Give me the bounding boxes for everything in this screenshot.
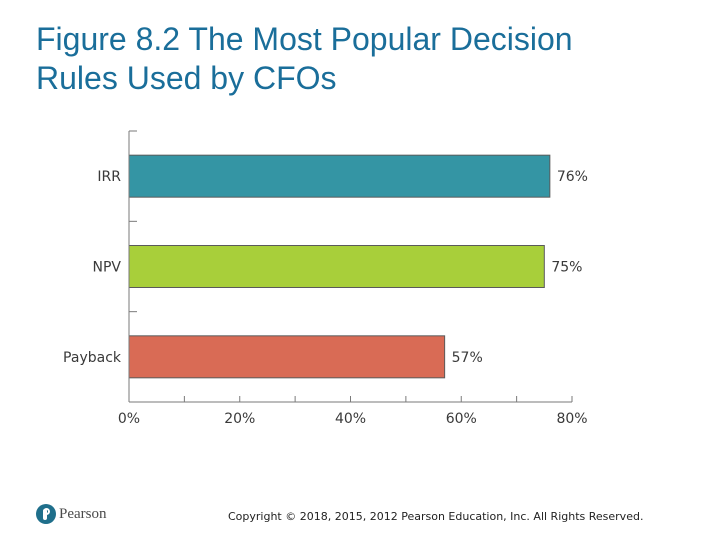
bar-npv [128, 245, 545, 288]
value-label-npv: 75% [551, 260, 582, 276]
x-tick-label: 20% [224, 411, 255, 427]
x-tick-label: 60% [446, 411, 477, 427]
axes-layer: IRR 76% NPV 75% Payback 57% 0% 20% 40% 60% 80% [63, 130, 588, 427]
category-label-irr: IRR [97, 169, 121, 185]
pearson-logo-text: Pearson [59, 505, 107, 522]
pearson-logo: Pearson [36, 502, 107, 526]
slide-title: Figure 8.2 The Most Popular Decision Rul… [36, 20, 696, 98]
x-tick-label: 40% [335, 411, 366, 427]
x-tick-label: 0% [118, 411, 140, 427]
slide-title-line-2: Rules Used by CFOs [36, 60, 337, 96]
bar-payback [128, 335, 446, 379]
copyright-notice: Copyright © 2018, 2015, 2012 Pearson Edu… [228, 510, 644, 523]
x-tick-label: 80% [556, 411, 587, 427]
category-label-payback: Payback [63, 350, 122, 366]
bar-irr [128, 154, 551, 198]
bars-layer [128, 154, 551, 379]
value-label-irr: 76% [557, 169, 588, 185]
category-label-npv: NPV [93, 260, 122, 276]
value-label-payback: 57% [452, 350, 483, 366]
pearson-logo-icon [36, 504, 56, 524]
slide-title-line-1: Figure 8.2 The Most Popular Decision [36, 21, 573, 57]
